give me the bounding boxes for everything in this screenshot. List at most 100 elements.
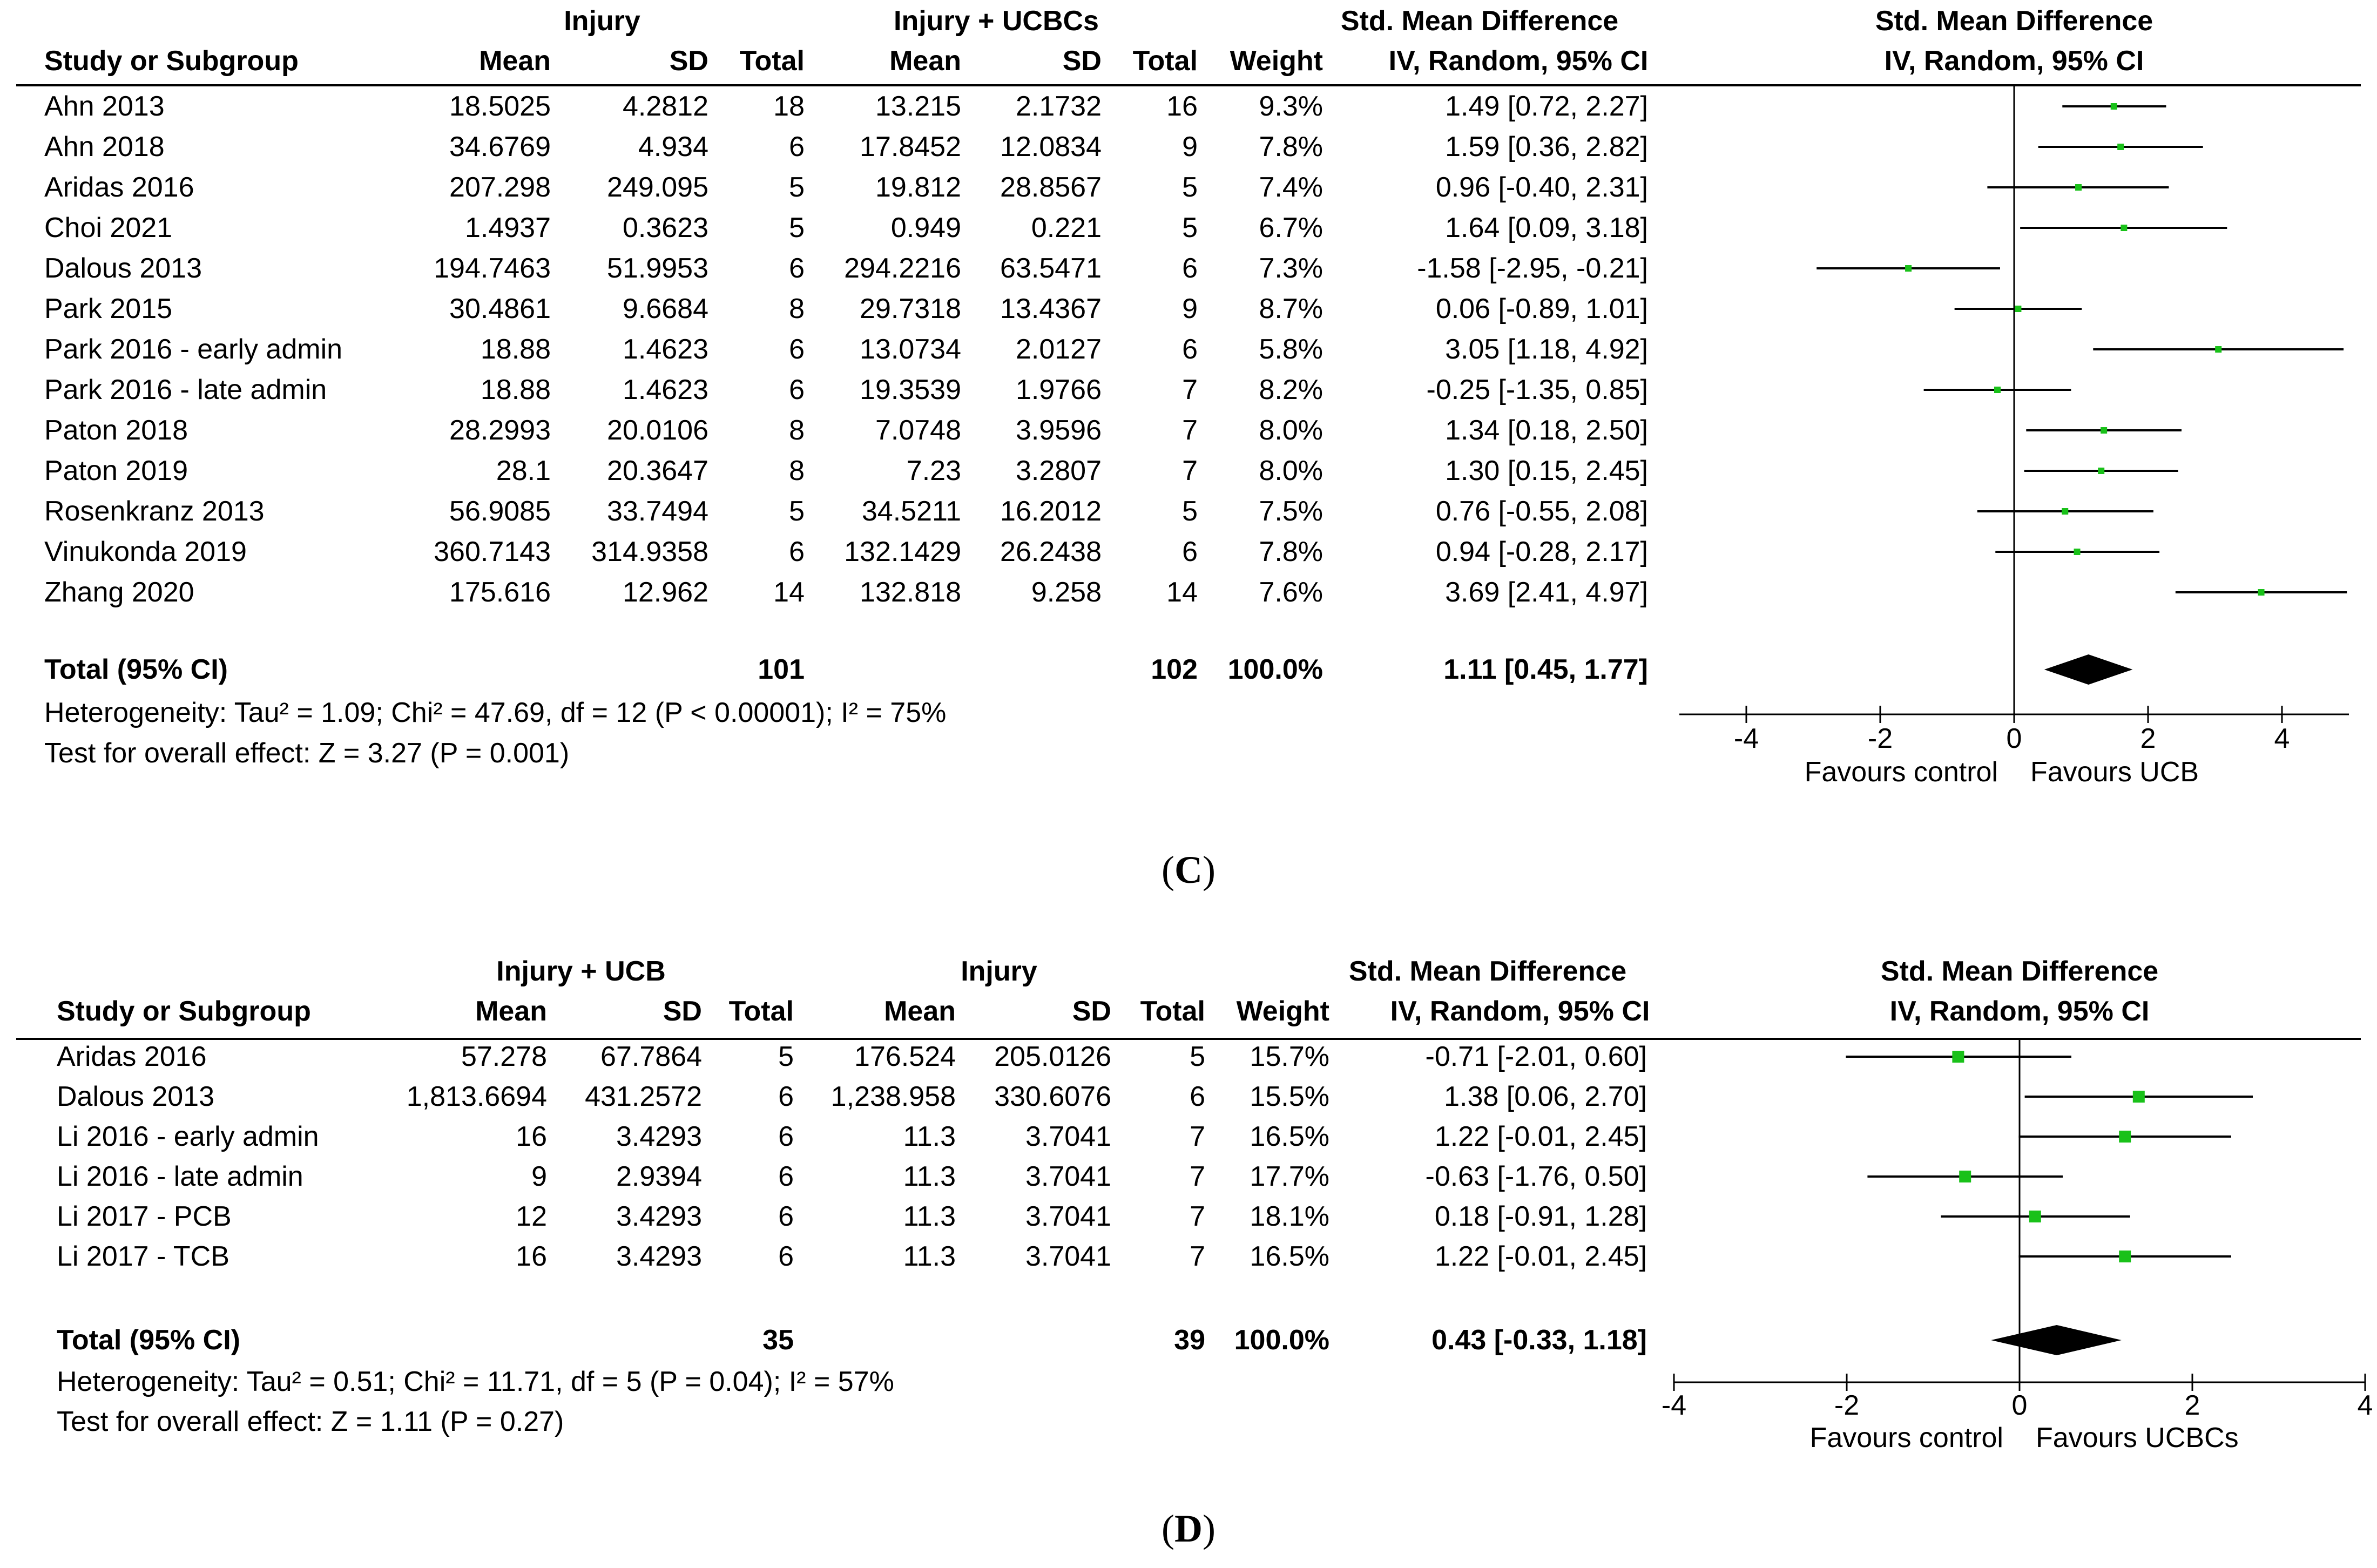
study-sd2: 3.2807 xyxy=(1016,455,1102,486)
point-estimate-marker xyxy=(2110,103,2117,110)
study-total2: 7 xyxy=(1190,1161,1205,1192)
study-weight: 9.3% xyxy=(1259,91,1323,122)
total-weight: 100.0% xyxy=(1234,1324,1329,1356)
study-mean2: 7.0748 xyxy=(875,415,961,446)
total-label: Total (95% CI) xyxy=(57,1324,240,1356)
study-ci-text: 0.06 [-0.89, 1.01] xyxy=(1436,293,1648,325)
study-sd2: 3.7041 xyxy=(1025,1121,1111,1152)
study-mean1: 56.9085 xyxy=(449,496,551,527)
point-estimate-marker xyxy=(2119,1251,2131,1262)
study-mean1: 18.88 xyxy=(481,334,551,365)
study-mean2: 13.0734 xyxy=(860,334,961,365)
study-sd1: 1.4623 xyxy=(623,334,708,365)
favours-right-label: Favours UCBCs xyxy=(2036,1422,2239,1454)
forest-plot-d: Injury + UCB Injury Std. Mean Difference St… xyxy=(16,956,2373,1454)
point-estimate-marker xyxy=(2015,306,2022,312)
group1-header: Injury xyxy=(564,5,640,37)
study-sd2: 3.7041 xyxy=(1025,1161,1111,1192)
study-ci-text: 1.38 [0.06, 2.70] xyxy=(1444,1081,1647,1112)
study-weight: 8.2% xyxy=(1259,374,1323,405)
point-estimate-marker xyxy=(2132,1091,2145,1103)
study-sd2: 12.0834 xyxy=(1000,131,1102,163)
point-estimate-marker xyxy=(1959,1171,1971,1182)
col-header-ci: IV, Random, 95% CI xyxy=(1390,996,1650,1027)
col-header-mean1: Mean xyxy=(475,996,547,1027)
study-weight: 7.8% xyxy=(1259,131,1323,163)
study-mean1: 18.5025 xyxy=(449,91,551,122)
col-header-sd1: SD xyxy=(670,45,708,77)
study-total1: 6 xyxy=(789,131,805,163)
study-mean1: 34.6769 xyxy=(449,131,551,163)
total-n1: 35 xyxy=(762,1324,794,1356)
study-total2: 16 xyxy=(1166,91,1198,122)
study-mean1: 28.1 xyxy=(496,455,551,486)
study-name: Dalous 2013 xyxy=(44,253,202,284)
total-ci-text: 1.11 [0.45, 1.77] xyxy=(1443,654,1648,685)
total-label: Total (95% CI) xyxy=(44,654,228,685)
study-total1: 6 xyxy=(789,536,805,567)
caption-c-label: C xyxy=(1174,848,1203,891)
x-axis-tick-label: -4 xyxy=(1662,1390,1686,1421)
study-name: Park 2016 - late admin xyxy=(44,374,327,405)
study-name: Rosenkranz 2013 xyxy=(44,496,265,527)
study-total1: 6 xyxy=(778,1121,794,1152)
x-axis-tick-label: 2 xyxy=(2185,1390,2200,1421)
study-weight: 6.7% xyxy=(1259,212,1323,244)
point-estimate-marker xyxy=(2075,184,2082,191)
study-name: Choi 2021 xyxy=(44,212,172,244)
study-total2: 9 xyxy=(1182,293,1198,325)
point-estimate-marker xyxy=(2215,346,2222,353)
study-ci-text: 0.94 [-0.28, 2.17] xyxy=(1436,536,1648,567)
col-header-mean2: Mean xyxy=(889,45,961,77)
study-sd1: 12.962 xyxy=(623,577,708,608)
x-axis-tick-label: 2 xyxy=(2140,723,2156,754)
col-header-sd2: SD xyxy=(1072,996,1111,1027)
study-mean1: 28.2993 xyxy=(449,415,551,446)
study-name: Paton 2019 xyxy=(44,455,188,486)
col-header-total2: Total xyxy=(1133,45,1198,77)
point-estimate-marker xyxy=(2117,144,2124,150)
caption-d: (D) xyxy=(1162,1507,1215,1550)
study-sd1: 33.7494 xyxy=(607,496,708,527)
study-mean1: 16 xyxy=(516,1121,547,1152)
favours-right-label: Favours UCB xyxy=(2030,756,2199,784)
study-total1: 8 xyxy=(789,455,805,486)
study-weight: 15.7% xyxy=(1250,1041,1329,1072)
plot-header-sub: IV, Random, 95% CI xyxy=(1890,996,2150,1027)
forest-plot-c: Injury Injury + UCBCs Std. Mean Difference… xyxy=(16,5,2361,784)
plot-header-top: Std. Mean Difference xyxy=(1875,5,2153,37)
study-name: Zhang 2020 xyxy=(44,577,194,608)
study-mean1: 360.7143 xyxy=(434,536,551,567)
study-name: Dalous 2013 xyxy=(57,1081,214,1112)
col-header-mean1: Mean xyxy=(479,45,551,77)
study-mean2: 1,238.958 xyxy=(831,1081,956,1112)
study-mean1: 9 xyxy=(531,1161,547,1192)
study-ci-text: 0.76 [-0.55, 2.08] xyxy=(1436,496,1648,527)
study-ci-text: 1.30 [0.15, 2.45] xyxy=(1445,455,1648,486)
study-name: Ahn 2018 xyxy=(44,131,165,163)
study-sd1: 2.9394 xyxy=(616,1161,702,1192)
study-ci-text: 1.59 [0.36, 2.82] xyxy=(1445,131,1648,163)
study-mean1: 1,813.6694 xyxy=(407,1081,547,1112)
study-total2: 6 xyxy=(1182,253,1198,284)
caption-c: (C) xyxy=(1162,848,1215,891)
study-ci-text: 1.64 [0.09, 3.18] xyxy=(1445,212,1648,244)
study-ci-text: -1.58 [-2.95, -0.21] xyxy=(1417,253,1648,284)
study-total2: 5 xyxy=(1182,496,1198,527)
study-total2: 7 xyxy=(1190,1201,1205,1232)
study-total2: 5 xyxy=(1190,1041,1205,1072)
study-total2: 6 xyxy=(1182,334,1198,365)
study-total2: 7 xyxy=(1190,1241,1205,1272)
study-name: Park 2016 - early admin xyxy=(44,334,342,365)
study-name: Li 2016 - late admin xyxy=(57,1161,303,1192)
group1-header: Injury + UCB xyxy=(496,956,666,987)
study-weight: 7.4% xyxy=(1259,172,1323,203)
study-sd1: 4.2812 xyxy=(623,91,708,122)
point-estimate-marker xyxy=(2062,508,2069,515)
col-header-study: Study or Subgroup xyxy=(57,996,311,1027)
study-total2: 7 xyxy=(1182,374,1198,405)
study-sd2: 26.2438 xyxy=(1000,536,1102,567)
study-sd2: 2.1732 xyxy=(1016,91,1102,122)
study-weight: 15.5% xyxy=(1250,1081,1329,1112)
study-total1: 14 xyxy=(773,577,805,608)
